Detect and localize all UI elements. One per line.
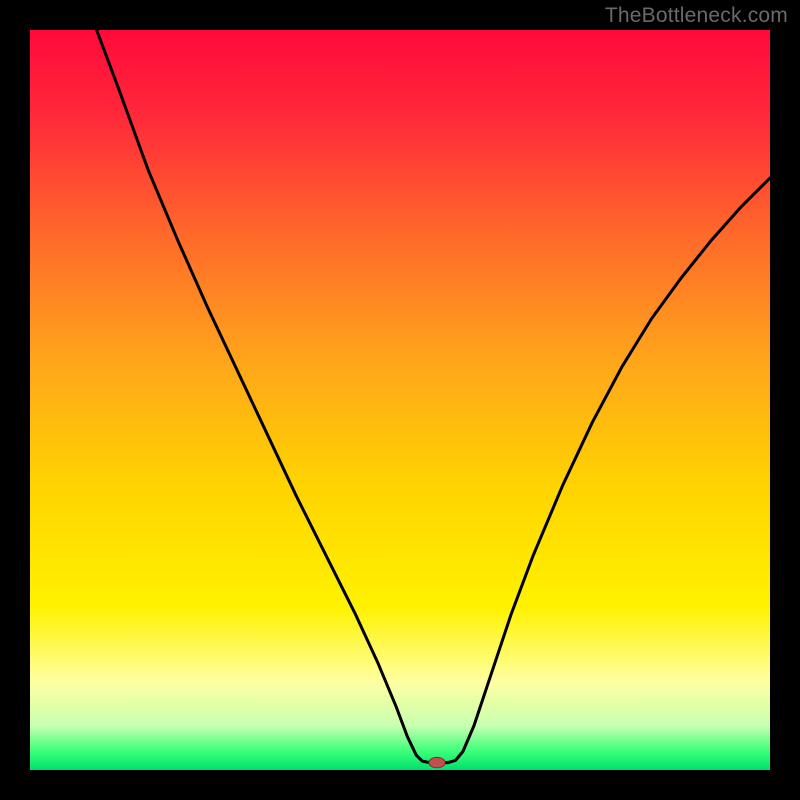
watermark-text: TheBottleneck.com	[605, 4, 788, 28]
optimal-point-marker	[429, 757, 445, 767]
chart-area	[30, 30, 770, 770]
chart-background-gradient	[30, 30, 770, 770]
bottleneck-curve-chart	[30, 30, 770, 770]
